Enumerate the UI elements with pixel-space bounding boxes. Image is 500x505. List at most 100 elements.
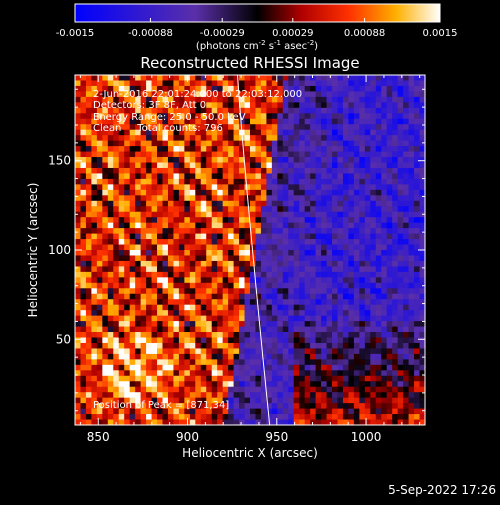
heatmap-cell xyxy=(91,217,98,224)
heatmap-cell xyxy=(392,151,399,158)
heatmap-cell xyxy=(299,299,306,306)
heatmap-cell xyxy=(244,310,251,317)
heatmap-cell xyxy=(178,228,185,234)
heatmap-cell xyxy=(228,184,234,191)
heatmap-cell xyxy=(370,195,377,202)
heatmap-cell xyxy=(222,250,229,256)
heatmap-cell xyxy=(195,189,202,196)
heatmap-cell xyxy=(414,260,420,267)
heatmap-cell xyxy=(392,184,399,191)
heatmap-cell xyxy=(370,375,377,382)
heatmap-cell xyxy=(342,321,349,327)
heatmap-cell xyxy=(233,118,240,125)
heatmap-cell xyxy=(255,326,262,333)
heatmap-cell xyxy=(184,381,191,388)
heatmap-cell xyxy=(277,359,284,366)
heatmap-cell xyxy=(304,375,311,382)
heatmap-cell xyxy=(200,260,207,267)
heatmap-cell xyxy=(326,397,333,404)
heatmap-cell xyxy=(178,370,185,377)
heatmap-cell xyxy=(293,304,300,311)
heatmap-cell xyxy=(271,332,278,338)
heatmap-cell xyxy=(91,146,98,152)
heatmap-cell xyxy=(337,129,344,136)
heatmap-cell xyxy=(157,370,163,377)
heatmap-cell xyxy=(288,381,295,388)
heatmap-cell xyxy=(200,233,207,240)
heatmap-cell xyxy=(118,140,125,147)
heatmap-cell xyxy=(200,271,207,278)
heatmap-cell xyxy=(348,321,355,327)
heatmap-cell xyxy=(299,124,306,131)
heatmap-cell xyxy=(364,260,371,267)
heatmap-cell xyxy=(228,80,234,87)
heatmap-cell xyxy=(178,304,185,311)
heatmap-cell xyxy=(337,277,344,284)
heatmap-cell xyxy=(342,299,349,306)
heatmap-cell xyxy=(217,184,224,191)
heatmap-cell xyxy=(277,397,284,404)
heatmap-cell xyxy=(162,228,169,234)
heatmap-cell xyxy=(381,129,388,136)
heatmap-cell xyxy=(85,151,92,158)
heatmap-cell xyxy=(326,403,333,409)
heatmap-cell xyxy=(271,173,278,180)
heatmap-cell xyxy=(348,244,355,251)
heatmap-cell xyxy=(271,255,278,262)
heatmap-cell xyxy=(211,342,218,349)
heatmap-cell xyxy=(293,167,300,174)
heatmap-cell xyxy=(271,239,278,245)
heatmap-cell xyxy=(321,326,327,333)
heatmap-cell xyxy=(392,353,399,360)
heatmap-cell xyxy=(239,85,245,92)
heatmap-cell xyxy=(184,129,191,136)
heatmap-cell xyxy=(414,75,420,81)
heatmap-cell xyxy=(304,124,311,131)
heatmap-cell xyxy=(140,107,147,114)
heatmap-cell xyxy=(260,233,267,240)
heatmap-cell xyxy=(206,277,213,284)
heatmap-cell xyxy=(102,206,109,213)
heatmap-cell xyxy=(266,293,273,300)
heatmap-cell xyxy=(189,211,196,218)
heatmap-cell xyxy=(282,206,289,213)
heatmap-cell xyxy=(102,326,109,333)
heatmap-cell xyxy=(282,157,289,163)
heatmap-cell xyxy=(419,310,425,317)
heatmap-cell xyxy=(151,118,158,125)
heatmap-cell xyxy=(310,113,317,120)
heatmap-cell xyxy=(419,342,425,349)
heatmap-cell xyxy=(342,233,349,240)
heatmap-cell xyxy=(271,178,278,185)
heatmap-cell xyxy=(113,146,120,152)
heatmap-cell xyxy=(173,124,180,131)
heatmap-cell xyxy=(206,91,213,98)
heatmap-cell xyxy=(370,414,377,420)
heatmap-cell xyxy=(392,408,399,415)
heatmap-cell xyxy=(113,189,120,196)
heatmap-cell xyxy=(75,75,81,81)
heatmap-cell xyxy=(189,419,196,425)
heatmap-cell xyxy=(102,332,109,338)
heatmap-cell xyxy=(239,353,245,360)
heatmap-cell xyxy=(326,414,333,420)
heatmap-cell xyxy=(118,146,125,152)
heatmap-cell xyxy=(271,348,278,355)
heatmap-cell xyxy=(206,359,213,366)
heatmap-cell xyxy=(118,85,125,92)
heatmap-cell xyxy=(96,266,103,273)
heatmap-cell xyxy=(321,310,327,317)
heatmap-cell xyxy=(217,206,224,213)
heatmap-cell xyxy=(266,386,273,393)
heatmap-cell xyxy=(250,157,256,163)
heatmap-cell xyxy=(157,162,163,169)
heatmap-cell xyxy=(353,332,360,338)
heatmap-cell xyxy=(255,250,262,256)
heatmap-cell xyxy=(266,332,273,338)
heatmap-cell xyxy=(85,102,92,109)
heatmap-cell xyxy=(299,102,306,109)
heatmap-cell xyxy=(293,151,300,158)
heatmap-cell xyxy=(332,146,338,152)
heatmap-cell xyxy=(310,135,317,142)
heatmap-cell xyxy=(299,233,306,240)
